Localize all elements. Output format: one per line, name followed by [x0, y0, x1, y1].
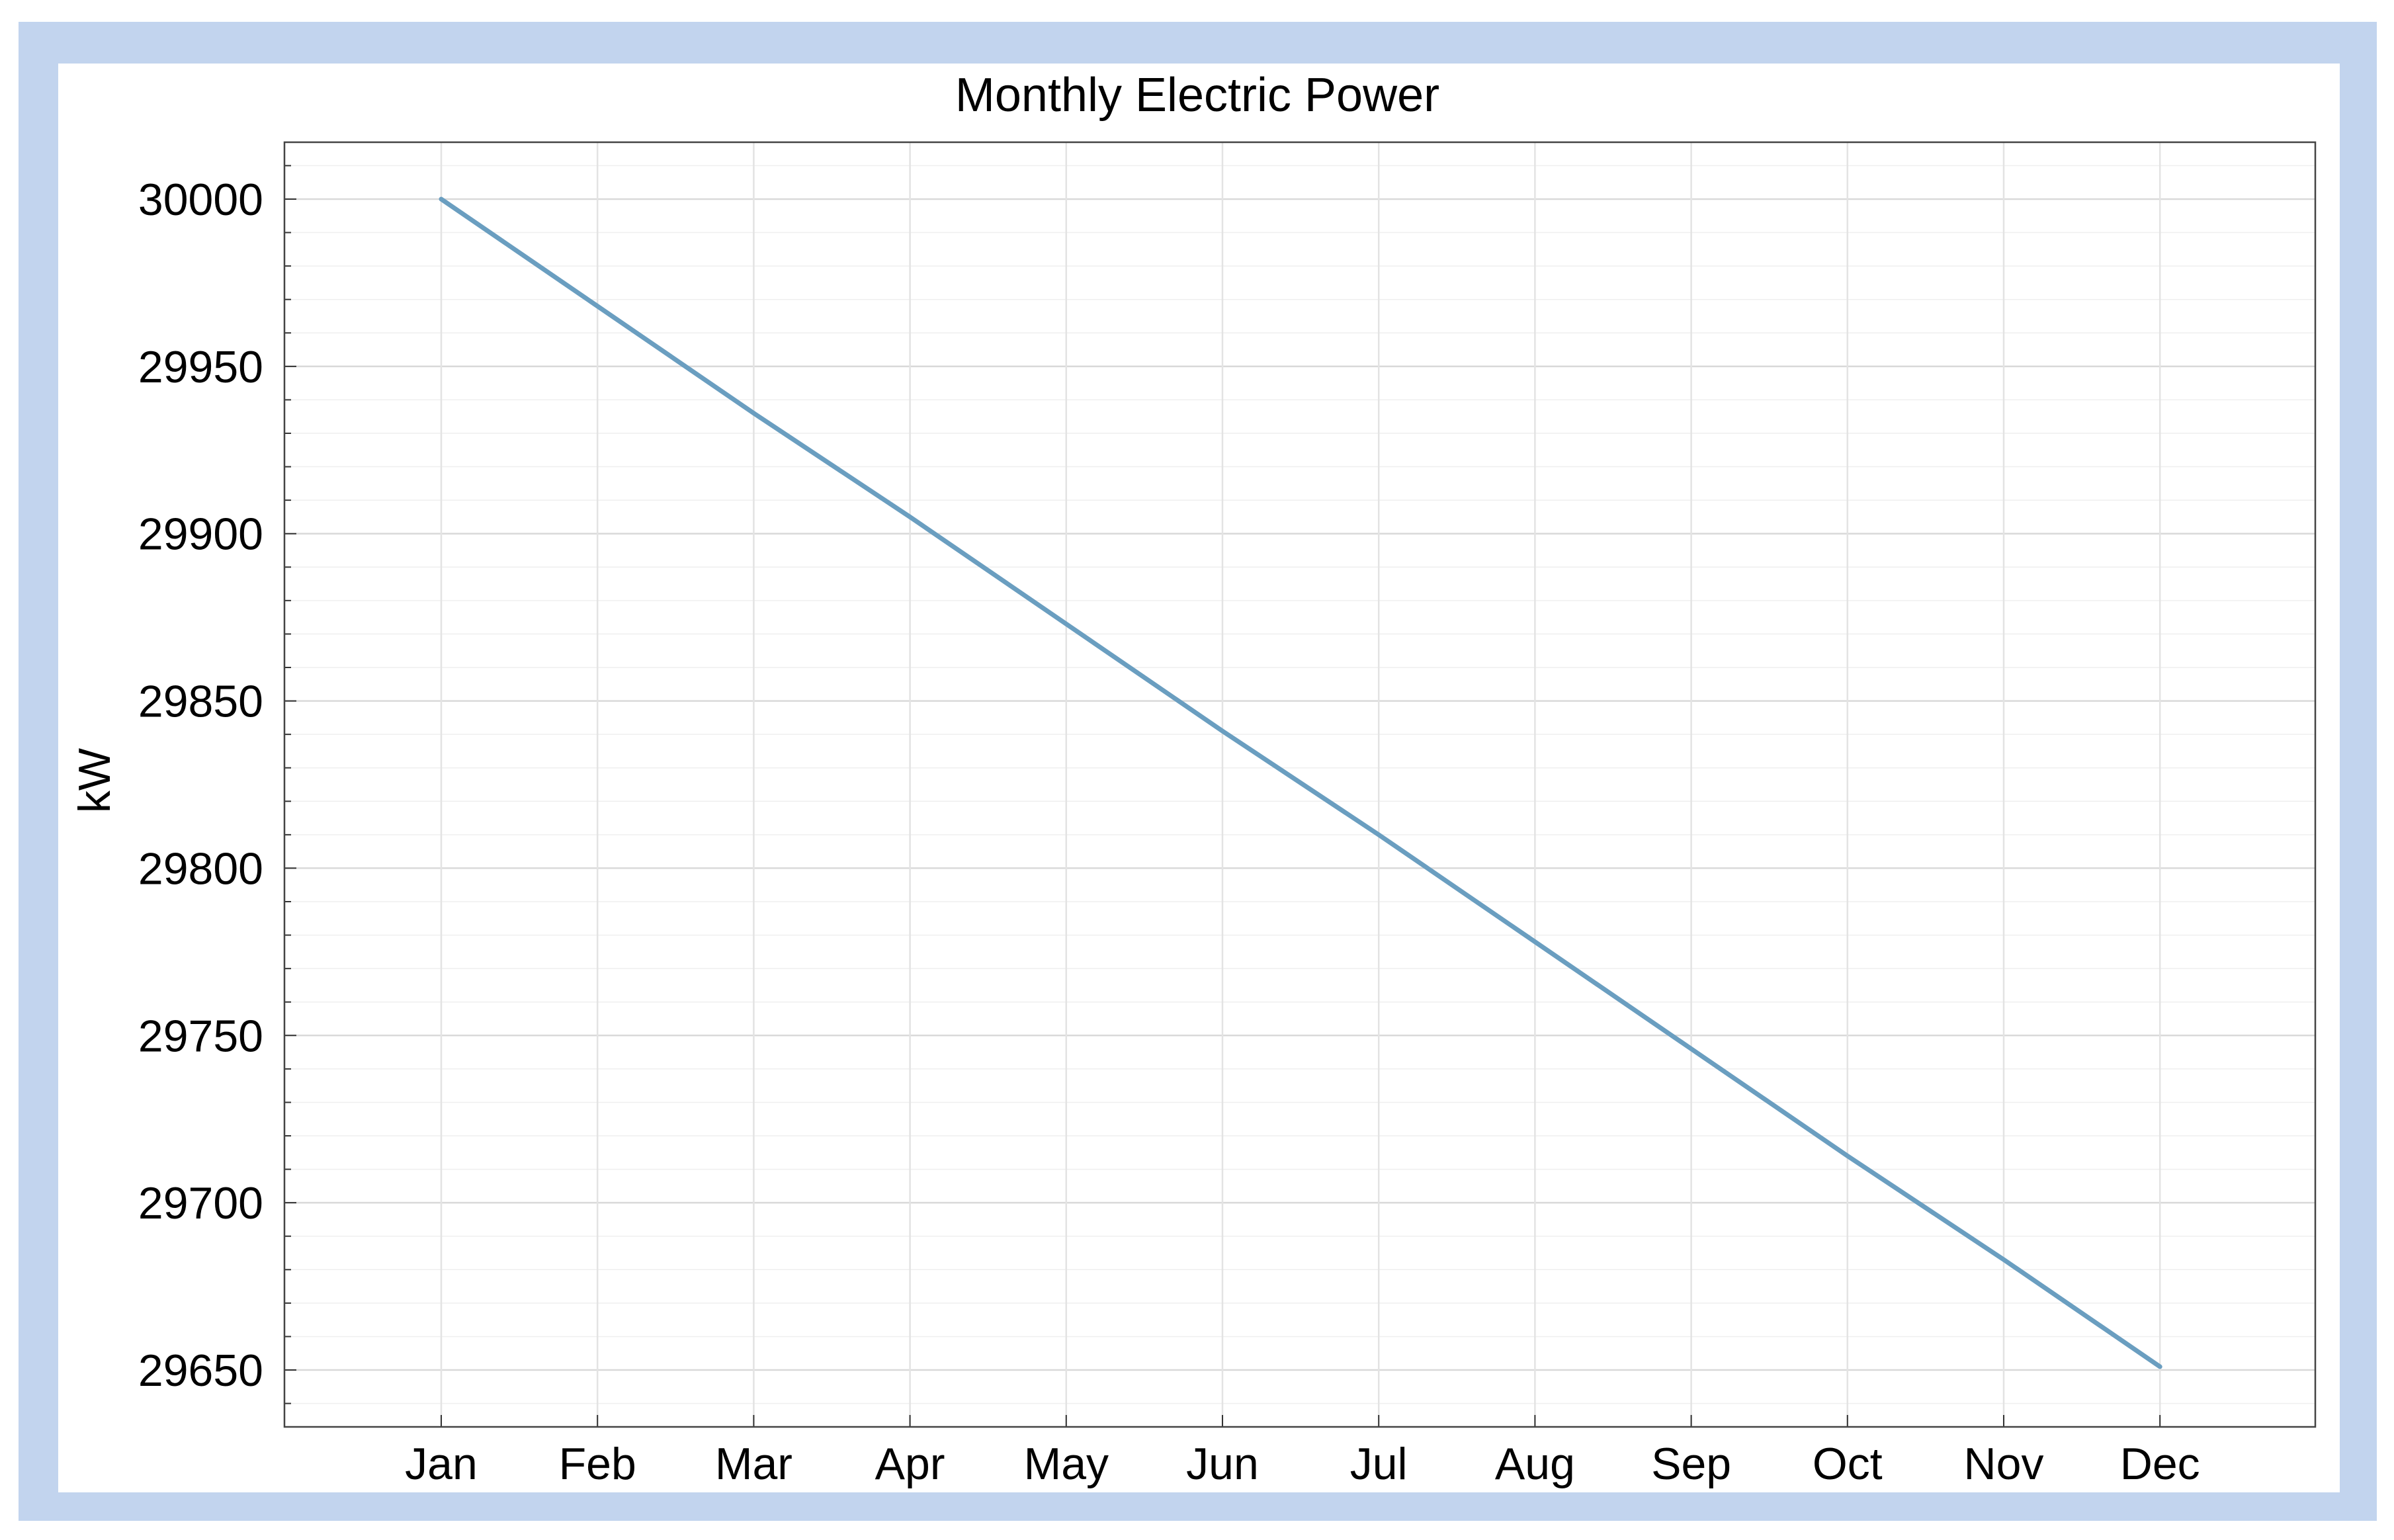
- chart-panel: [58, 64, 2340, 1492]
- x-tick-label: Dec: [2120, 1439, 2200, 1489]
- y-tick-label: 30000: [138, 175, 263, 225]
- x-tick-label: Feb: [559, 1439, 636, 1489]
- y-axis-label: kW: [69, 748, 120, 813]
- x-tick-label: Oct: [1813, 1439, 1883, 1489]
- series: [439, 196, 2162, 1369]
- x-tick-label: Aug: [1495, 1439, 1575, 1489]
- x-tick-label: Nov: [1964, 1439, 2044, 1489]
- y-tick-label: 29700: [138, 1178, 263, 1228]
- x-tick-label: Jun: [1186, 1439, 1259, 1489]
- x-tick-label: Sep: [1651, 1439, 1731, 1489]
- y-tick-label: 29800: [138, 843, 263, 894]
- y-tick-label: 29650: [138, 1346, 263, 1396]
- plot-border: [283, 141, 2317, 1428]
- y-tick-label: 29750: [138, 1011, 263, 1061]
- x-tick-label: Jan: [405, 1439, 478, 1489]
- grid: [284, 142, 2315, 1427]
- y-tick-label: 29850: [138, 677, 263, 727]
- chart-title: Monthly Electric Power: [955, 69, 1439, 122]
- x-tick-label: Apr: [875, 1439, 945, 1489]
- x-tick-label: Mar: [715, 1439, 792, 1489]
- x-tick-label: May: [1024, 1439, 1109, 1489]
- axes: [283, 141, 2317, 1428]
- x-tick-label: Jul: [1350, 1439, 1408, 1489]
- tick-labels: 30000 29950 29900 29850 29800 29750 29700 29650…: [138, 175, 2200, 1489]
- series-line: [439, 196, 2162, 1369]
- y-tick-label: 29900: [138, 509, 263, 560]
- y-tick-label: 29950: [138, 342, 263, 392]
